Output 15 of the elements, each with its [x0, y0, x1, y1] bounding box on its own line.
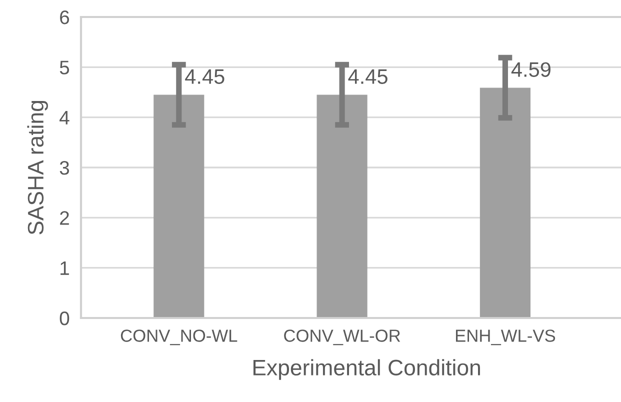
x-tick-label: CONV_WL-OR	[284, 330, 400, 346]
y-tick-label: 5	[60, 60, 70, 74]
data-label: 4.45	[348, 69, 388, 84]
y-tick-label: 3	[60, 160, 70, 175]
y-tick-label: 6	[60, 10, 70, 24]
y-tick-label: 4	[60, 111, 70, 124]
y-tick-label: 1	[60, 262, 69, 275]
x-axis-title: Experimental Condition	[253, 359, 480, 380]
data-label: 4.45	[185, 69, 224, 84]
data-label: 4.59	[511, 62, 550, 77]
x-tick-label: ENH_WL-VS	[456, 330, 556, 346]
y-tick-label: 0	[60, 311, 70, 326]
y-tick-label: 2	[60, 211, 69, 225]
x-tick-label: CONV_NO-WL	[120, 330, 238, 346]
y-axis-title: SASHA rating	[27, 100, 48, 234]
